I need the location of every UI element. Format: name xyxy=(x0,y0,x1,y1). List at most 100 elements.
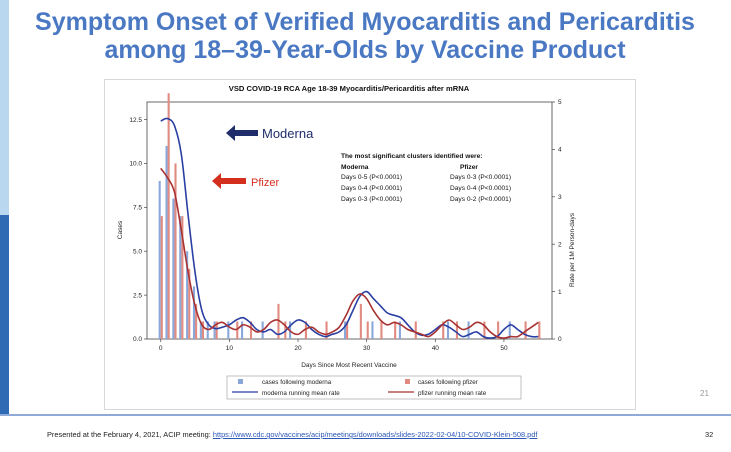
pfizer-case-bar xyxy=(167,93,170,339)
pfizer-case-bar xyxy=(394,321,397,339)
y-axis-label: Cases xyxy=(117,220,124,239)
clusters-col-moderna: Moderna xyxy=(341,164,369,171)
pfizer-case-bar xyxy=(455,321,458,339)
pfizer-case-bar xyxy=(277,303,280,339)
pfizer-case-bar xyxy=(359,303,362,339)
pfizer-case-bar xyxy=(497,321,500,339)
left-accent-bar-light xyxy=(0,0,9,215)
clusters-note: The most significant clusters identified… xyxy=(341,153,511,203)
moderna-case-bar xyxy=(227,321,230,339)
cluster-moderna-3: Days 0-3 (P<0.0001) xyxy=(341,196,402,203)
x-axis-label: Days Since Most Recent Vaccine xyxy=(301,362,397,369)
moderna-case-bar xyxy=(186,251,189,339)
pfizer-arrow xyxy=(212,173,246,189)
pfizer-case-bar xyxy=(346,321,349,339)
moderna-case-bar xyxy=(467,321,470,339)
legend-frame xyxy=(226,375,522,400)
pfizer-case-bar xyxy=(325,321,328,339)
pfizer-case-bar xyxy=(366,321,369,339)
y2-tick-label: 0 xyxy=(558,336,562,343)
y2-tick-label: 1 xyxy=(558,289,562,296)
moderna-case-bar xyxy=(165,145,168,339)
slide-title-line-2: among 18–39-Year-Olds by Vaccine Product xyxy=(104,36,626,64)
pfizer-case-bar xyxy=(174,163,177,339)
legend-moderna-rate: moderna running mean rate xyxy=(262,390,340,397)
moderna-case-bar xyxy=(192,286,196,339)
y-tick-label: 2.5 xyxy=(133,292,142,299)
footer-divider xyxy=(0,414,731,416)
y2-axis-label: Rate per 1M Person-days xyxy=(569,212,576,287)
cluster-pfizer-2: Days 0-4 (P<0.0001) xyxy=(450,185,511,192)
x-tick-label: 30 xyxy=(363,345,371,352)
cluster-moderna-1: Days 0-5 (P<0.0001) xyxy=(341,174,402,181)
legend-pfizer-bar-swatch xyxy=(405,379,410,384)
plot-frame xyxy=(146,101,553,340)
pfizer-case-bar xyxy=(380,321,383,339)
pfizer-case-bar xyxy=(188,268,191,339)
x-tick-label: 40 xyxy=(432,345,440,352)
moderna-case-bar xyxy=(446,321,450,339)
legend-moderna-bar-swatch xyxy=(238,379,243,384)
cluster-pfizer-1: Days 0-3 (P<0.0001) xyxy=(450,174,511,181)
y-tick-label: 5.0 xyxy=(133,248,142,255)
footer-link[interactable]: https://www.cdc.gov/vaccines/acip/meetin… xyxy=(212,430,538,439)
moderna-case-bar xyxy=(343,321,347,339)
clusters-col-pfizer: Pfizer xyxy=(460,164,478,171)
legend-moderna-cases: cases following moderna xyxy=(262,379,332,386)
chart-legend: cases following moderna cases following … xyxy=(226,375,522,400)
pfizer-case-bar xyxy=(160,216,163,339)
moderna-case-bar xyxy=(213,321,216,339)
cluster-moderna-2: Days 0-4 (P<0.0001) xyxy=(341,185,402,192)
left-accent-bar-dark xyxy=(0,215,9,414)
moderna-case-bar xyxy=(398,321,401,339)
x-tick-label: 20 xyxy=(294,345,302,352)
moderna-annotation: Moderna xyxy=(226,125,314,141)
legend-pfizer-rate: pfizer running mean rate xyxy=(418,390,487,397)
slide-number: 21 xyxy=(700,389,709,398)
pfizer-rate-line xyxy=(160,167,539,339)
x-tick-label: 10 xyxy=(226,345,234,352)
moderna-case-bar xyxy=(179,216,182,339)
y-tick-label: 12.5 xyxy=(129,117,142,124)
pfizer-case-bar xyxy=(414,321,417,339)
footer-citation-text: Presented at the February 4, 2021, ACIP … xyxy=(47,430,211,439)
chart-container: VSD COVID-19 RCA Age 18-39 Myocarditis/P… xyxy=(104,79,636,410)
pfizer-annotation-label: Pfizer xyxy=(251,177,279,189)
page-number: 32 xyxy=(705,430,714,439)
pfizer-case-bar xyxy=(483,321,486,339)
moderna-case-bar xyxy=(241,321,244,339)
y2-tick-label: 4 xyxy=(558,147,562,154)
axis-ticks: 0 10 20 30 40 50 0.0 2.5 5.0 7.5 10.0 12.5 0 1 2 3 4 5 xyxy=(129,99,562,352)
slide-title-line-1: Symptom Onset of Verified Myocarditis an… xyxy=(35,8,695,36)
y2-tick-label: 5 xyxy=(558,99,562,106)
pfizer-case-bar xyxy=(249,321,253,339)
y-tick-label: 0.0 xyxy=(133,336,142,343)
moderna-case-bar xyxy=(158,181,161,339)
pfizer-case-bar xyxy=(304,321,307,339)
symptom-onset-chart: VSD COVID-19 RCA Age 18-39 Myocarditis/P… xyxy=(117,84,576,400)
pfizer-case-bar xyxy=(201,321,205,339)
line-marks xyxy=(160,117,539,339)
chart-title: VSD COVID-19 RCA Age 18-39 Myocarditis/P… xyxy=(229,84,470,93)
moderna-case-bar xyxy=(172,198,175,339)
pfizer-case-bar xyxy=(442,321,445,339)
x-tick-label: 0 xyxy=(159,345,163,352)
bar-marks xyxy=(158,93,541,339)
pfizer-case-bar xyxy=(538,321,541,339)
legend-pfizer-cases: cases following pfizer xyxy=(418,379,478,386)
y-tick-label: 7.5 xyxy=(133,205,142,212)
pfizer-case-bar xyxy=(181,216,184,339)
slide-title: Symptom Onset of Verified Myocarditis an… xyxy=(20,8,710,64)
y2-tick-label: 2 xyxy=(558,241,562,248)
moderna-arrow xyxy=(226,125,258,141)
y-tick-label: 10.0 xyxy=(129,161,142,168)
y2-tick-label: 3 xyxy=(558,194,562,201)
pfizer-case-bar xyxy=(215,321,218,339)
cluster-pfizer-3: Days 0-2 (P<0.0001) xyxy=(450,196,511,203)
x-tick-label: 50 xyxy=(500,345,508,352)
moderna-annotation-label: Moderna xyxy=(262,126,314,141)
footer-bar xyxy=(0,416,731,452)
moderna-case-bar xyxy=(371,321,374,339)
footer-citation: Presented at the February 4, 2021, ACIP … xyxy=(47,430,537,439)
moderna-case-bar xyxy=(508,321,511,339)
